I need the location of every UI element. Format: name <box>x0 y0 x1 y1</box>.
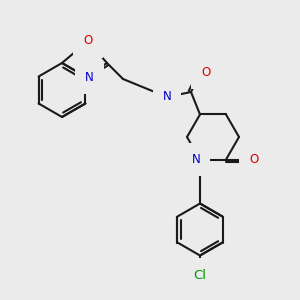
Text: N: N <box>163 91 171 103</box>
Text: O: O <box>249 153 259 166</box>
Text: N: N <box>85 71 94 84</box>
Text: O: O <box>201 65 211 79</box>
Text: O: O <box>83 34 93 47</box>
Text: N: N <box>192 153 200 166</box>
Text: Cl: Cl <box>194 269 206 282</box>
